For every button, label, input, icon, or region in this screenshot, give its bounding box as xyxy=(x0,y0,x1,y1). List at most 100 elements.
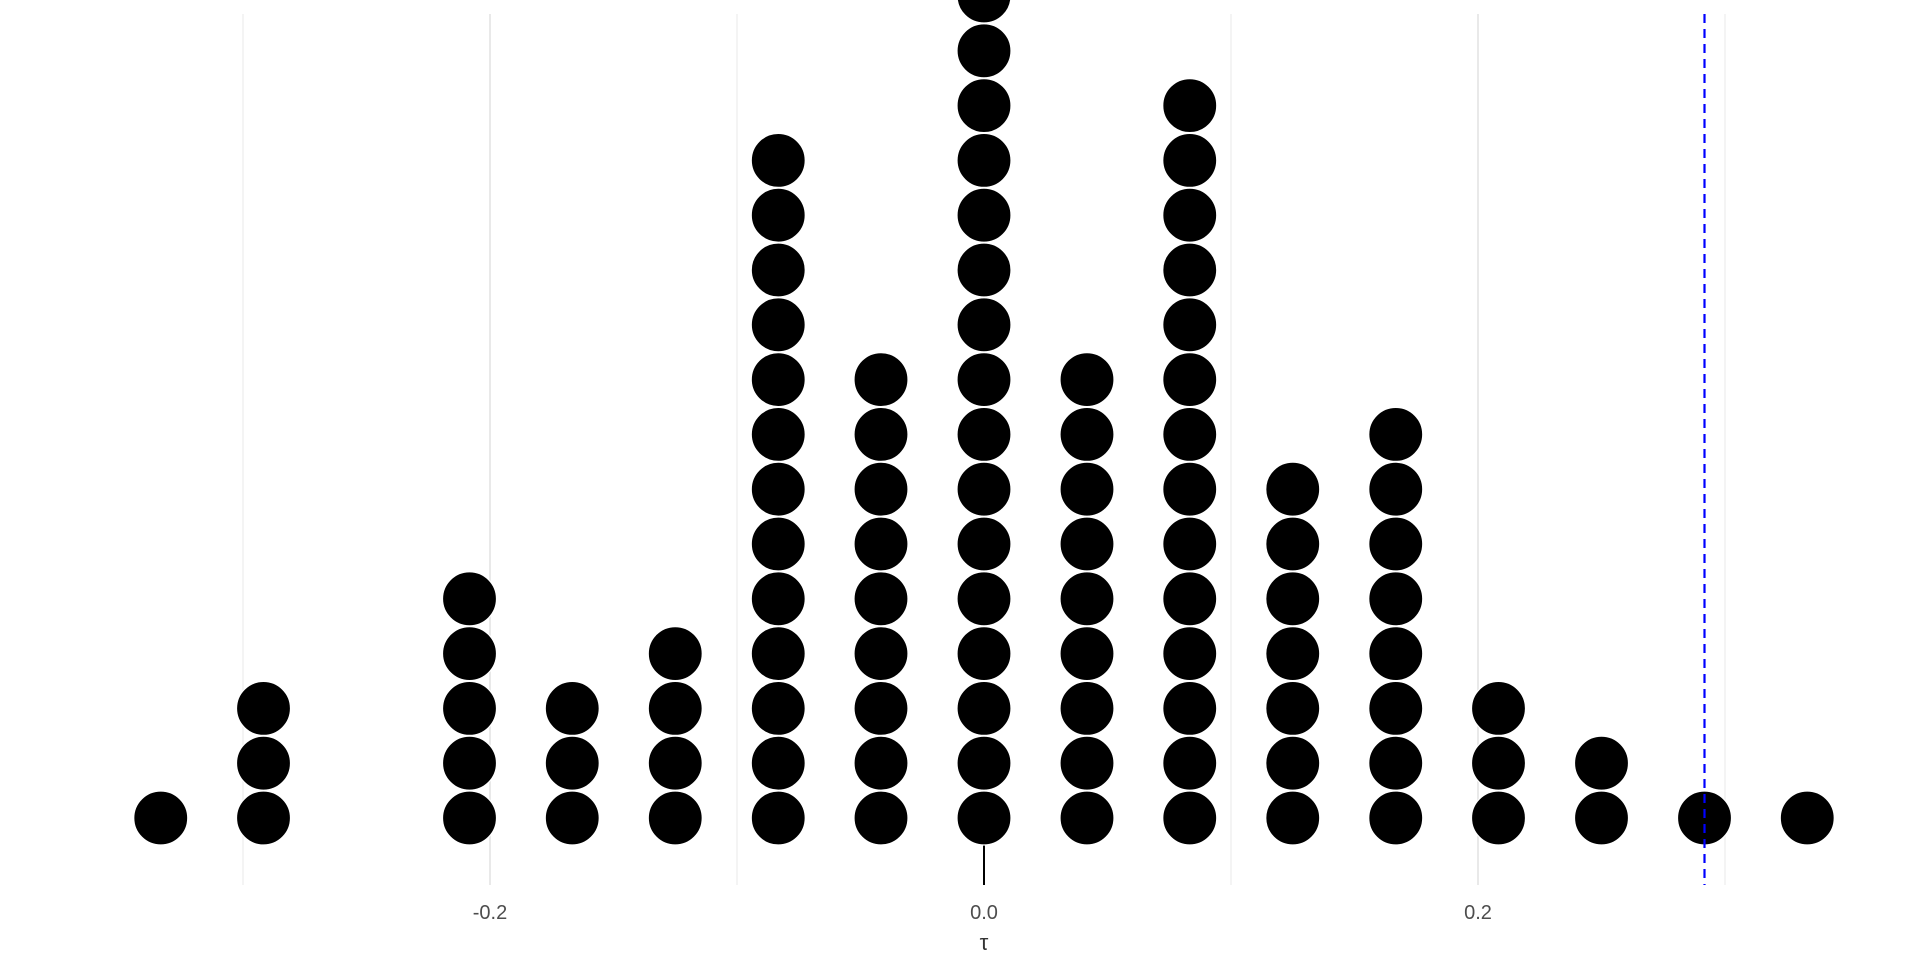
data-dot xyxy=(1470,735,1527,791)
data-dot xyxy=(441,790,498,846)
data-dot xyxy=(1573,790,1630,846)
data-dot xyxy=(956,0,1012,24)
data-dot xyxy=(853,352,909,408)
data-dot xyxy=(647,680,703,737)
data-dot xyxy=(750,132,806,188)
data-dot xyxy=(544,735,600,791)
data-dot xyxy=(750,406,806,462)
x-tick-label: 0.0 xyxy=(970,902,998,924)
data-dot xyxy=(750,790,806,846)
data-dot xyxy=(441,735,498,791)
data-dot xyxy=(1265,790,1321,846)
data-dot xyxy=(1779,790,1835,846)
data-dot xyxy=(441,625,498,682)
data-dot xyxy=(1162,571,1218,627)
data-dot xyxy=(1470,680,1527,737)
data-dot xyxy=(1162,516,1218,572)
x-tick-label: -0.2 xyxy=(473,902,507,924)
data-dot xyxy=(956,790,1012,846)
data-dot xyxy=(853,516,909,572)
data-dot xyxy=(750,735,806,791)
data-dot xyxy=(1162,187,1218,243)
data-dot xyxy=(1265,461,1321,517)
data-dot xyxy=(1059,735,1115,791)
data-dot xyxy=(1573,735,1630,791)
data-dot xyxy=(853,406,909,462)
data-dot xyxy=(1470,790,1527,846)
data-dot xyxy=(1162,406,1218,462)
data-dot xyxy=(1265,680,1321,737)
data-dot xyxy=(750,187,806,243)
data-dot xyxy=(853,790,909,846)
data-dot xyxy=(750,680,806,737)
x-axis: -0.2 0.0 0.2 xyxy=(473,902,1492,924)
dots-layer xyxy=(133,0,1835,846)
data-dot xyxy=(750,352,806,408)
data-dot xyxy=(853,680,909,737)
data-dot xyxy=(235,735,292,791)
data-dot xyxy=(956,132,1012,188)
data-dot xyxy=(1059,461,1115,517)
data-dot xyxy=(1059,352,1115,408)
data-dot xyxy=(1368,790,1424,846)
data-dot xyxy=(1265,625,1321,682)
data-dot xyxy=(1265,735,1321,791)
data-dot xyxy=(1162,297,1218,353)
data-dot xyxy=(956,461,1012,517)
data-dot xyxy=(1162,132,1218,188)
data-dot xyxy=(441,571,498,627)
data-dot xyxy=(956,352,1012,408)
data-dot xyxy=(1059,406,1115,462)
data-dot xyxy=(956,571,1012,627)
data-dot xyxy=(1059,680,1115,737)
data-dot xyxy=(1162,77,1218,134)
data-dot xyxy=(1368,516,1424,572)
data-dot xyxy=(1265,571,1321,627)
data-dot xyxy=(956,735,1012,791)
data-dot xyxy=(1162,680,1218,737)
data-dot xyxy=(853,461,909,517)
data-dot xyxy=(956,297,1012,353)
data-dot xyxy=(647,790,703,846)
data-dot xyxy=(544,680,600,737)
data-dot xyxy=(1059,625,1115,682)
data-dot xyxy=(647,735,703,791)
data-dot xyxy=(1162,625,1218,682)
data-dot xyxy=(956,516,1012,572)
data-dot xyxy=(750,242,806,298)
data-dot xyxy=(1265,516,1321,572)
data-dot xyxy=(956,625,1012,682)
data-dot xyxy=(956,23,1012,79)
data-dot xyxy=(956,187,1012,243)
data-dot xyxy=(1059,571,1115,627)
data-dot xyxy=(956,406,1012,462)
data-dot xyxy=(1368,680,1424,737)
data-dot xyxy=(1368,406,1424,462)
x-tick-label: 0.2 xyxy=(1464,902,1492,924)
data-dot xyxy=(1162,352,1218,408)
data-dot xyxy=(544,790,600,846)
data-dot xyxy=(647,625,703,682)
data-dot xyxy=(1162,735,1218,791)
data-dot xyxy=(1162,790,1218,846)
data-dot xyxy=(1368,735,1424,791)
data-dot xyxy=(441,680,498,737)
data-dot xyxy=(956,242,1012,298)
data-dot xyxy=(1162,242,1218,298)
data-dot xyxy=(956,680,1012,737)
data-dot xyxy=(1059,790,1115,846)
data-dot xyxy=(853,735,909,791)
data-dot xyxy=(956,77,1012,134)
data-dot xyxy=(853,571,909,627)
data-dot xyxy=(750,625,806,682)
data-dot xyxy=(750,461,806,517)
data-dot xyxy=(750,297,806,353)
data-dot xyxy=(750,516,806,572)
data-dot xyxy=(1368,625,1424,682)
data-dot xyxy=(1368,571,1424,627)
data-dot xyxy=(235,790,292,846)
data-dot xyxy=(1368,461,1424,517)
data-dot xyxy=(133,790,189,846)
